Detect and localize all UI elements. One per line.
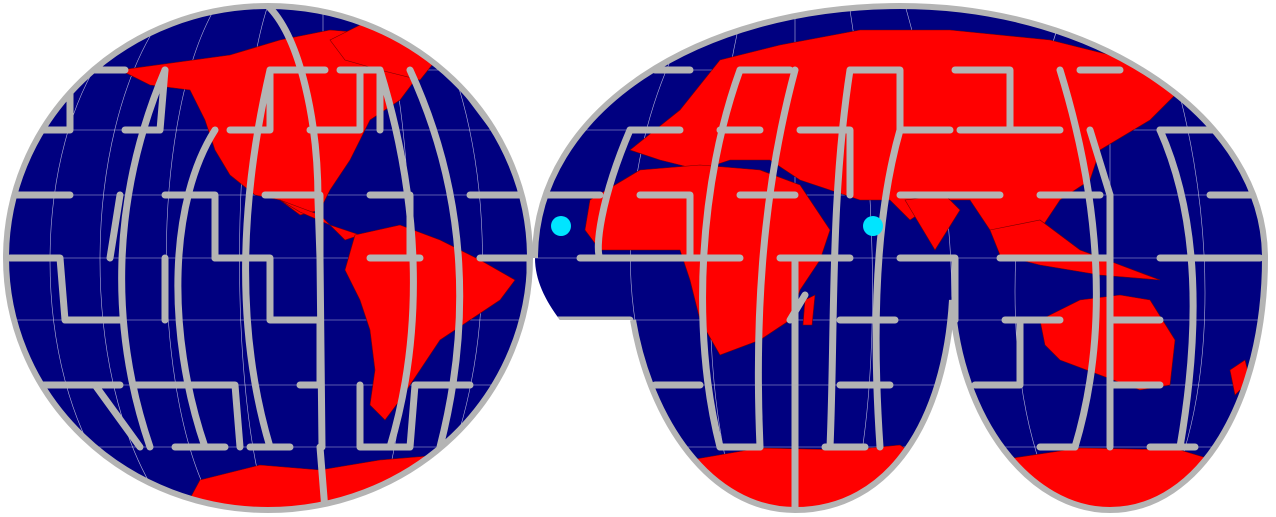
maze-walls: [535, 66, 1264, 510]
goal-marker: [863, 216, 883, 236]
left-lobe: [6, 6, 530, 510]
player-marker[interactable]: [551, 216, 571, 236]
madagascar: [802, 294, 816, 326]
left-border: [3, 3, 533, 513]
north-america: [118, 29, 431, 216]
south-america: [344, 224, 516, 421]
right-border: [532, 2, 1269, 514]
maze-walls: [6, 6, 530, 510]
